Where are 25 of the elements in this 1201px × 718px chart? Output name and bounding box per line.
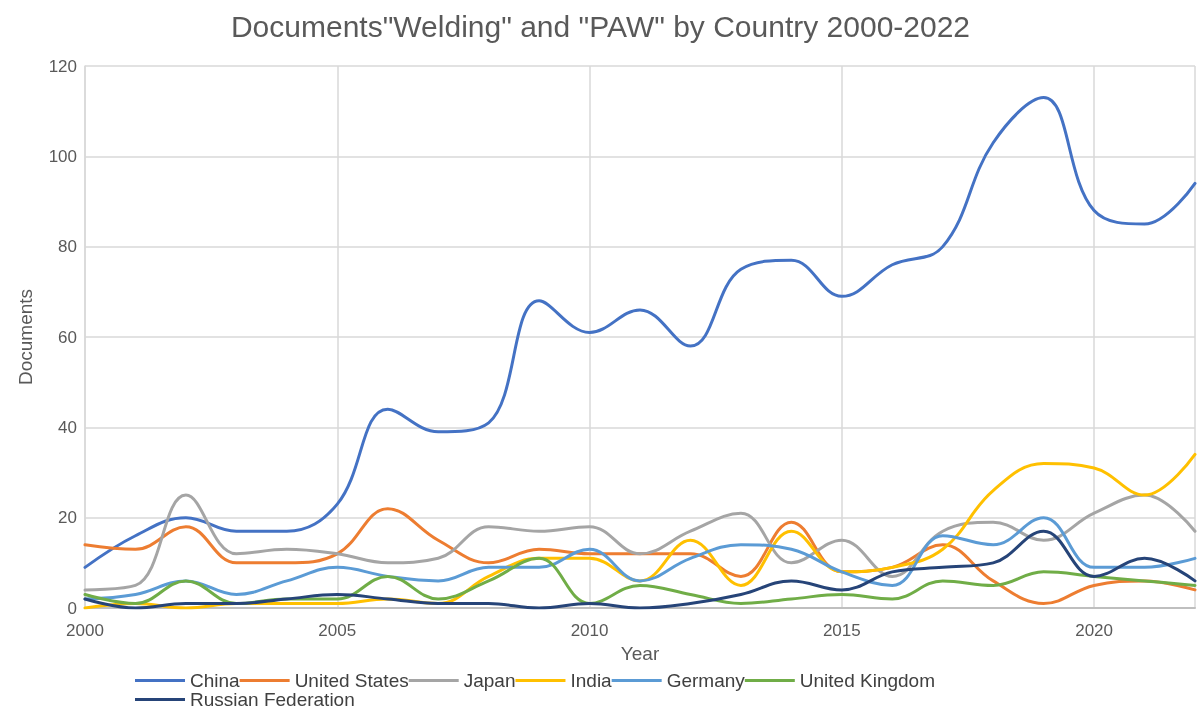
legend-label: Japan <box>463 670 516 691</box>
x-tick-label: 2010 <box>570 621 609 640</box>
legend-label: India <box>570 670 613 691</box>
legend-label: China <box>190 670 241 691</box>
line-series <box>83 493 1197 592</box>
legend-label: United States <box>294 670 409 691</box>
x-tick-label: 2020 <box>1075 621 1114 640</box>
x-tick-label: 2000 <box>66 621 104 640</box>
y-tick-label: 80 <box>58 237 77 257</box>
line-series <box>83 529 1197 610</box>
legend-label: United Kingdom <box>799 670 936 691</box>
y-axis-title: Documents <box>15 288 36 386</box>
line-series <box>83 96 1197 569</box>
x-axis-title: Year <box>620 642 660 664</box>
y-tick-label: 60 <box>58 327 77 347</box>
y-tick-label: 40 <box>58 417 77 437</box>
y-tick-label: 0 <box>67 598 77 618</box>
chart-title: Documents"Welding" and "PAW" by Country 2000-2022 <box>230 9 971 43</box>
x-tick-label: 2005 <box>318 621 357 640</box>
y-tick-label: 120 <box>48 56 77 76</box>
legend-label: Russian Federation <box>190 689 355 710</box>
legend-label: Germany <box>666 670 746 691</box>
y-tick-label: 100 <box>48 146 77 166</box>
y-tick-label: 20 <box>58 508 77 528</box>
x-tick-label: 2015 <box>822 621 861 640</box>
